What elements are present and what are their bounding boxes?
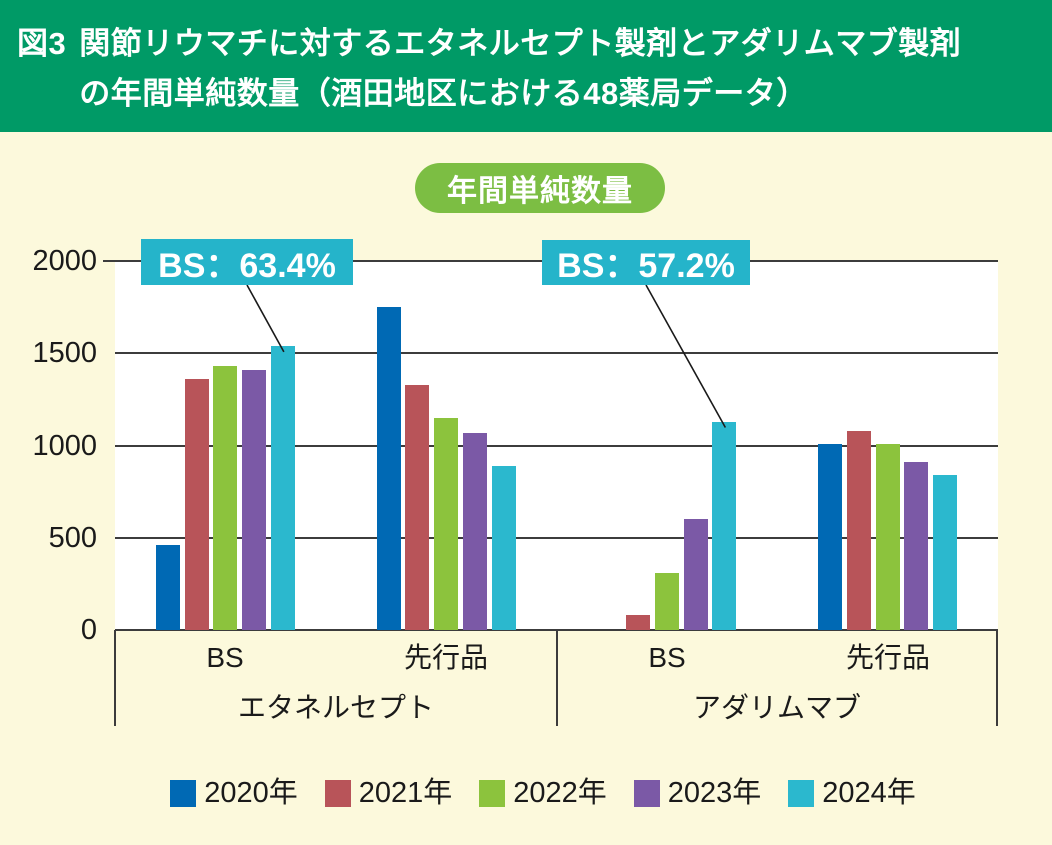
figure-number: 図3: [17, 26, 67, 61]
axis-left-border: [114, 630, 116, 726]
figure-title-banner: 図3 関節リウマチに対するエタネルセプト製剤とアダリムマブ製剤 の年間単純数量（…: [0, 0, 1052, 132]
gridline-500: [115, 536, 998, 539]
bar-エタネルセプト-先行品-2023年: [462, 432, 487, 630]
category-divider: [556, 630, 558, 726]
bar-エタネルセプト-先行品-2022年: [434, 417, 459, 630]
y-tick-label-500: 500: [48, 521, 97, 554]
bar-エタネルセプト-BS-2021年: [184, 379, 209, 630]
legend-label-2022: 2022年: [513, 777, 607, 809]
legend-swatch-2021: [324, 779, 351, 807]
legend-item-2022: 2022年: [479, 776, 607, 810]
chart-title-badge: 年間単純数量: [415, 163, 665, 213]
annotation-bs-63: BS：63.4%: [141, 239, 353, 285]
bar-エタネルセプト-先行品-2024年: [491, 465, 516, 630]
annotation-bs-57: BS：57.2%: [542, 240, 750, 285]
bar-アダリムマブ-先行品-2021年: [846, 430, 871, 630]
legend-label-2021: 2021年: [358, 777, 453, 809]
x-label-senkohin-adalimumab: 先行品: [845, 642, 931, 673]
legend-item-2021: 2021年: [324, 776, 453, 810]
x-label-bs-etanercept: BS: [206, 642, 244, 673]
x-label-bs-adalimumab: BS: [648, 642, 686, 673]
legend-swatch-2024: [788, 779, 815, 807]
figure-title: 関節リウマチに対するエタネルセプト製剤とアダリムマブ製剤 の年間単純数量（酒田地…: [79, 19, 1038, 119]
y-tick-label-1000: 1000: [32, 429, 97, 462]
bar-アダリムマブ-BS-2024年: [712, 421, 737, 630]
figure-title-line2: の年間単純数量（酒田地区における48薬局データ）: [79, 76, 808, 111]
category-label-adalimumab: アダリムマブ: [692, 692, 862, 723]
legend: 2020年 2021年 2022年 2023年 2024年: [0, 776, 1052, 810]
y-tick-label-2000: 2000: [32, 245, 97, 277]
bar-アダリムマブ-BS-2023年: [683, 519, 708, 630]
gridline-1000: [115, 444, 998, 447]
legend-label-2020: 2020年: [204, 777, 298, 809]
legend-swatch-2022: [479, 779, 506, 807]
bar-エタネルセプト-先行品-2021年: [405, 384, 430, 630]
bar-エタネルセプト-BS-2023年: [242, 369, 267, 630]
legend-label-2023: 2023年: [667, 777, 762, 809]
bar-エタネルセプト-BS-2020年: [155, 545, 180, 630]
legend-item-2024: 2024年: [788, 776, 916, 810]
legend-item-2020: 2020年: [170, 776, 298, 810]
gridline-1500: [115, 352, 998, 355]
category-label-etanercept: エタネルセプト: [237, 692, 435, 723]
x-label-senkohin-etanercept: 先行品: [403, 642, 489, 673]
legend-swatch-2023: [633, 779, 660, 807]
bar-アダリムマブ-先行品-2020年: [818, 443, 843, 630]
bar-エタネルセプト-BS-2022年: [213, 366, 238, 630]
bar-アダリムマブ-BS-2021年: [626, 615, 651, 630]
bar-アダリムマブ-先行品-2022年: [875, 443, 900, 630]
bar-アダリムマブ-BS-2022年: [654, 572, 679, 630]
y-tick-label-1500: 1500: [32, 337, 97, 370]
legend-swatch-2020: [170, 779, 197, 807]
bar-エタネルセプト-先行品-2020年: [376, 307, 401, 630]
axis-right-border: [996, 630, 998, 726]
legend-item-2023: 2023年: [633, 776, 762, 810]
bar-アダリムマブ-先行品-2023年: [904, 462, 929, 630]
figure-title-line1: 関節リウマチに対するエタネルセプト製剤とアダリムマブ製剤: [79, 26, 962, 61]
legend-label-2024: 2024年: [822, 777, 916, 809]
y-tick-label-0: 0: [80, 614, 97, 646]
bar-アダリムマブ-先行品-2024年: [933, 475, 958, 630]
bar-エタネルセプト-BS-2024年: [270, 345, 295, 630]
